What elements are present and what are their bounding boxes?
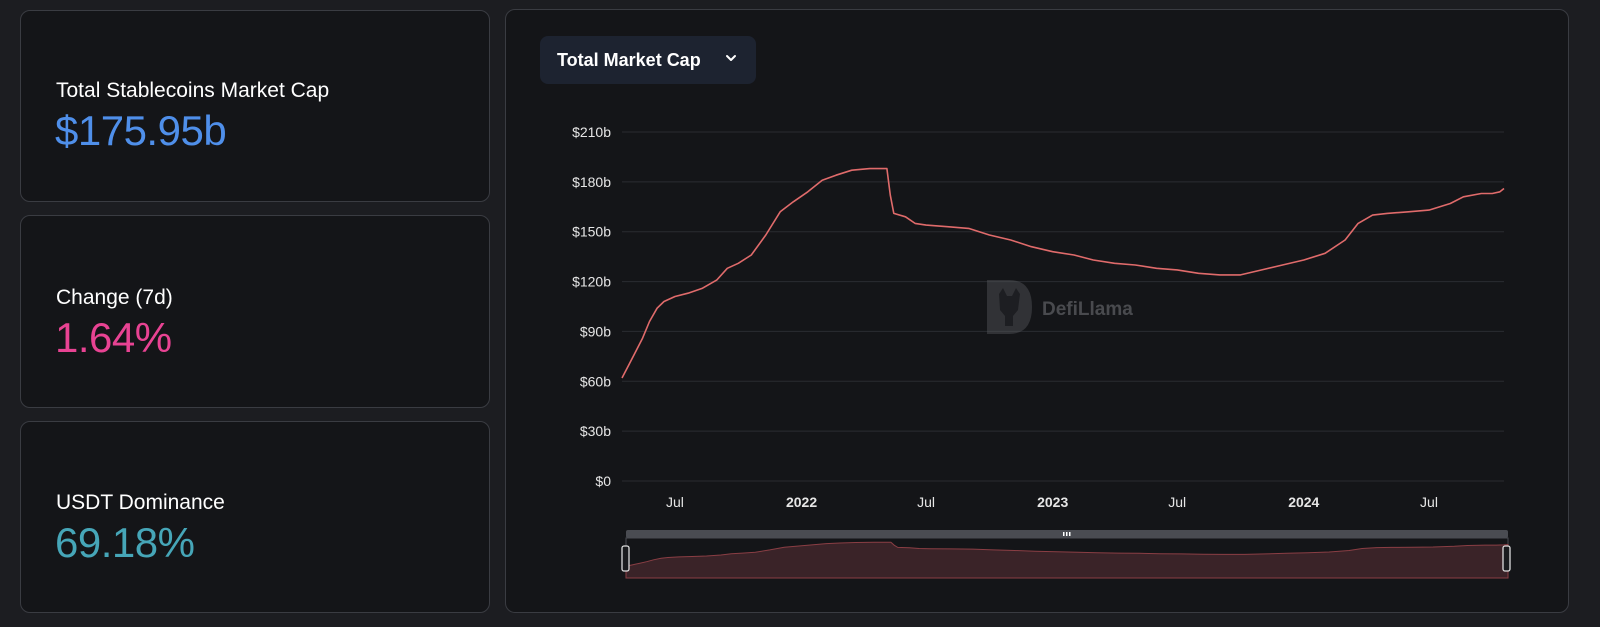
y-tick-label: $180b: [572, 174, 611, 190]
usdt-dominance-label: USDT Dominance: [56, 491, 225, 514]
x-tick-label: Jul: [1420, 494, 1438, 510]
market-cap-value: $175.95b: [55, 107, 227, 154]
x-tick-label: 2024: [1288, 494, 1319, 510]
y-tick-label: $90b: [580, 323, 611, 339]
chevron-down-icon: [726, 55, 736, 61]
x-tick-label: Jul: [917, 494, 935, 510]
metric-select[interactable]: Total Market Cap: [540, 36, 756, 84]
defillama-watermark: DefiLlama: [987, 280, 1133, 334]
brush-handle-left[interactable]: [621, 545, 630, 572]
y-tick-label: $120b: [572, 274, 611, 290]
brush-grip-icon: [1063, 532, 1071, 536]
x-tick-label: 2022: [786, 494, 817, 510]
time-range-brush[interactable]: [621, 530, 1511, 579]
y-tick-label: $30b: [580, 423, 611, 439]
y-tick-label: $0: [595, 473, 611, 489]
chart-grid: [622, 131, 1504, 482]
x-tick-label: Jul: [666, 494, 684, 510]
usdt-dominance-value: 69.18%: [55, 519, 195, 566]
brush-mini-area: [625, 541, 1509, 579]
stat-card-change-7d: Change (7d) 1.64%: [20, 215, 490, 408]
defillama-logo-icon: [987, 280, 1032, 334]
market-cap-chart: DefiLlama $0$30b$60b$90b$120b$150b$180b$…: [572, 124, 1511, 579]
stat-card-usdt-dominance: USDT Dominance 69.18%: [20, 421, 490, 613]
series-line-total-market-cap: [621, 167, 1505, 379]
change-7d-label: Change (7d): [56, 286, 173, 309]
x-tick-label: 2023: [1037, 494, 1068, 510]
change-7d-value: 1.64%: [55, 314, 172, 361]
x-tick-label: Jul: [1168, 494, 1186, 510]
y-tick-label: $150b: [572, 224, 611, 240]
stat-card-market-cap: Total Stablecoins Market Cap $175.95b: [20, 10, 490, 202]
x-axis: Jul 2022 Jul 2023 Jul 2024 Jul: [666, 494, 1438, 510]
y-axis: $0 $30b $60b $90b $120b $150b $180b $210b: [572, 124, 611, 489]
chart-panel: Total Market Cap DefiLlama $0 $30b $60b $90…: [505, 9, 1569, 613]
metric-select-label: Total Market Cap: [557, 49, 701, 70]
watermark-text: DefiLlama: [1042, 299, 1133, 320]
market-cap-label: Total Stablecoins Market Cap: [56, 79, 330, 102]
y-tick-label: $210b: [572, 124, 611, 140]
brush-handle-right[interactable]: [1502, 545, 1511, 572]
y-tick-label: $60b: [580, 373, 611, 389]
